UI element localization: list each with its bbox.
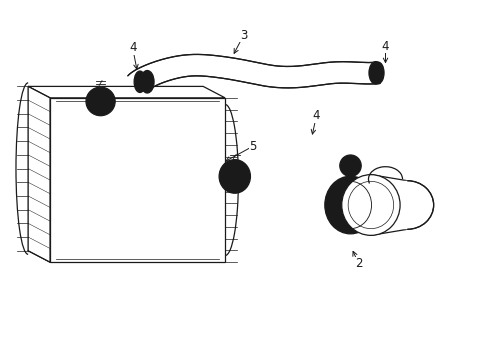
Text: 4: 4	[381, 40, 388, 53]
Text: 1: 1	[29, 161, 37, 174]
Polygon shape	[127, 54, 379, 88]
Text: 4: 4	[129, 41, 136, 54]
Ellipse shape	[86, 87, 115, 116]
Ellipse shape	[380, 181, 433, 229]
Polygon shape	[28, 86, 224, 98]
Ellipse shape	[219, 159, 250, 193]
Polygon shape	[50, 98, 224, 262]
Ellipse shape	[341, 175, 399, 235]
Text: 3: 3	[239, 29, 247, 42]
Ellipse shape	[339, 155, 361, 176]
Text: 2: 2	[354, 257, 362, 270]
Ellipse shape	[324, 176, 375, 234]
Polygon shape	[28, 86, 50, 262]
Ellipse shape	[140, 71, 154, 93]
Text: 4: 4	[312, 109, 320, 122]
Text: 5: 5	[249, 140, 256, 153]
Ellipse shape	[134, 71, 145, 93]
Ellipse shape	[368, 62, 382, 84]
Ellipse shape	[372, 62, 383, 84]
